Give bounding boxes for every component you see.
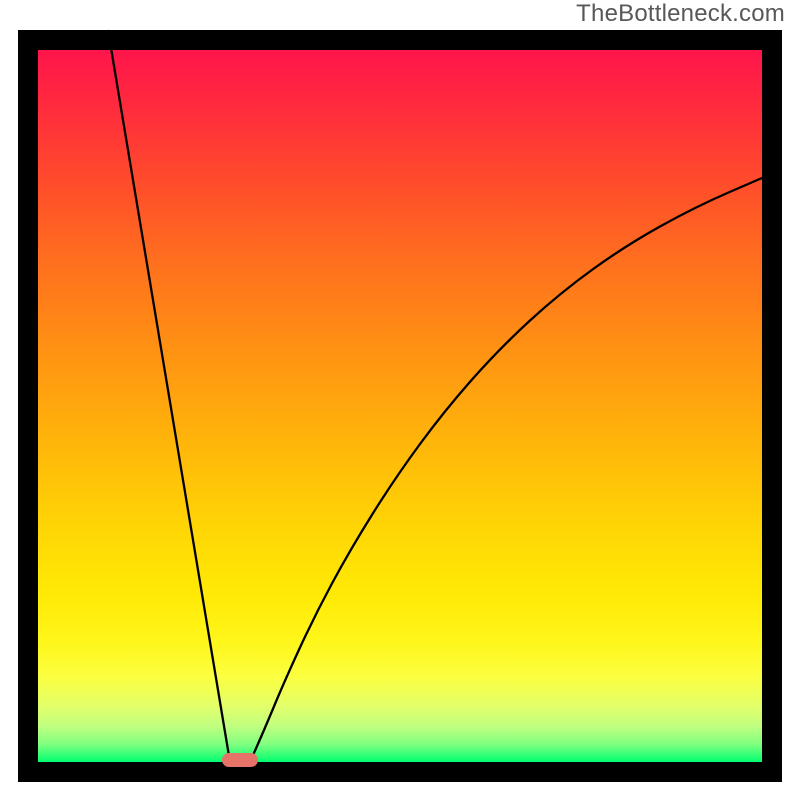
optimal-point-marker	[222, 753, 258, 767]
watermark-text: TheBottleneck.com	[576, 0, 785, 28]
bottleneck-curve	[0, 0, 800, 800]
curve-right-branch	[250, 178, 762, 762]
curve-left-branch	[108, 30, 230, 762]
chart-container: TheBottleneck.com	[0, 0, 800, 800]
